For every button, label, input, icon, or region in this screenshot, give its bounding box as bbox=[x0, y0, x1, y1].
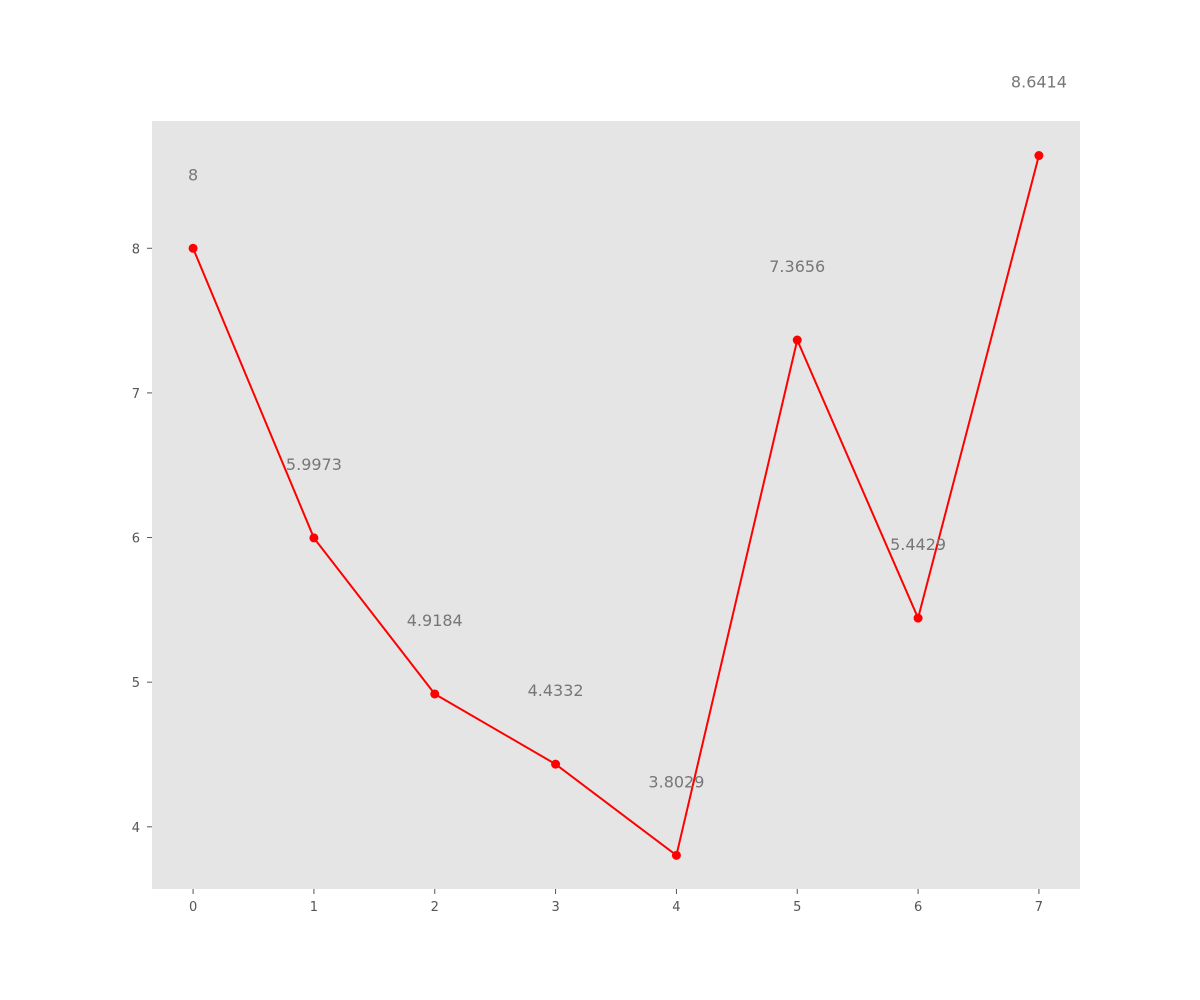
data-point bbox=[671, 850, 681, 860]
x-tick-label: 4 bbox=[672, 900, 680, 915]
x-tick-label: 6 bbox=[914, 900, 922, 915]
data-point bbox=[913, 613, 923, 623]
y-tick-label: 4 bbox=[132, 821, 140, 836]
data-point bbox=[309, 533, 319, 543]
data-label: 5.9973 bbox=[286, 455, 342, 474]
series-layer bbox=[188, 151, 1044, 860]
y-axis: 4 5 6 7 8 bbox=[132, 242, 152, 836]
plot-area bbox=[152, 121, 1080, 889]
y-tick-label: 6 bbox=[132, 532, 140, 547]
data-label: 8.6414 bbox=[1011, 73, 1067, 92]
data-label: 7.3656 bbox=[769, 257, 825, 276]
data-label: 3.8029 bbox=[648, 772, 704, 791]
x-tick-label: 0 bbox=[189, 900, 197, 915]
data-label: 4.4332 bbox=[528, 681, 584, 700]
y-tick-label: 5 bbox=[132, 676, 140, 691]
data-point bbox=[1034, 151, 1044, 161]
data-point bbox=[551, 759, 561, 769]
x-tick-label: 2 bbox=[431, 900, 439, 915]
y-tick-label: 7 bbox=[132, 387, 140, 402]
y-tick-label: 8 bbox=[132, 242, 140, 257]
data-point bbox=[188, 243, 198, 253]
data-point bbox=[792, 335, 802, 345]
x-axis: 0 1 2 3 4 5 6 7 bbox=[189, 889, 1043, 915]
data-label: 4.9184 bbox=[407, 611, 463, 630]
data-point bbox=[430, 689, 440, 699]
x-tick-label: 1 bbox=[310, 900, 318, 915]
data-label: 5.4429 bbox=[890, 535, 946, 554]
data-labels: 8 5.9973 4.9184 4.4332 3.8029 7.3656 5.4429 8.6… bbox=[188, 73, 1067, 792]
series-line bbox=[192, 155, 1040, 858]
x-tick-label: 3 bbox=[551, 900, 559, 915]
x-tick-label: 5 bbox=[793, 900, 801, 915]
data-label: 8 bbox=[188, 165, 198, 184]
x-tick-label: 7 bbox=[1035, 900, 1043, 915]
